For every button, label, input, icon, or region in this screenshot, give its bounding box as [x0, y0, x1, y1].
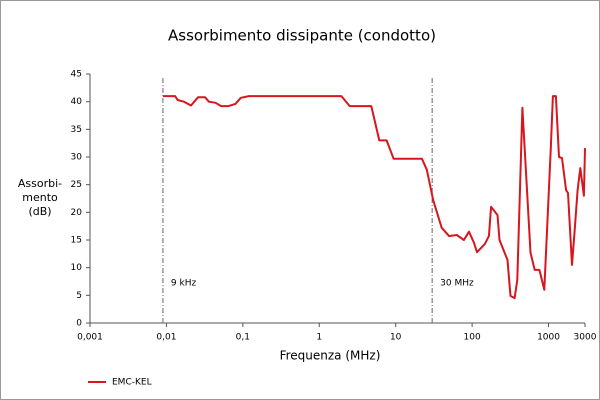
y-tick-label: 20	[71, 208, 83, 218]
y-tick-label: 45	[71, 70, 82, 80]
annotation-label: 9 kHz	[171, 279, 197, 289]
x-tick-label: 1	[316, 333, 322, 343]
y-tick-label: 0	[76, 319, 82, 329]
y-tick-label: 35	[71, 125, 82, 135]
y-tick-label: 15	[71, 236, 82, 246]
legend-label: EMC-KEL	[112, 378, 152, 388]
annotation-label: 30 MHz	[440, 279, 474, 289]
y-axis-label: (dB)	[28, 205, 51, 218]
x-tick-label: 100	[464, 333, 481, 343]
y-tick-label: 25	[71, 180, 82, 190]
data-line	[162, 95, 586, 300]
y-axis-label: Assorbi-	[18, 177, 62, 190]
y-tick-label: 30	[71, 153, 83, 163]
y-axis-label: mento	[22, 191, 58, 204]
x-tick-label: 0,1	[236, 333, 250, 343]
x-tick-label: 3000	[574, 333, 597, 343]
y-tick-label: 10	[71, 263, 83, 273]
y-tick-label: 5	[76, 291, 82, 301]
x-tick-label: 0,001	[77, 333, 103, 343]
chart-title: Assorbimento dissipante (condotto)	[168, 27, 436, 45]
x-tick-label: 0,01	[156, 333, 176, 343]
x-tick-label: 1000	[537, 333, 560, 343]
y-tick-label: 40	[71, 97, 83, 107]
x-axis-label: Frequenza (MHz)	[280, 349, 381, 363]
x-tick-label: 10	[390, 333, 402, 343]
